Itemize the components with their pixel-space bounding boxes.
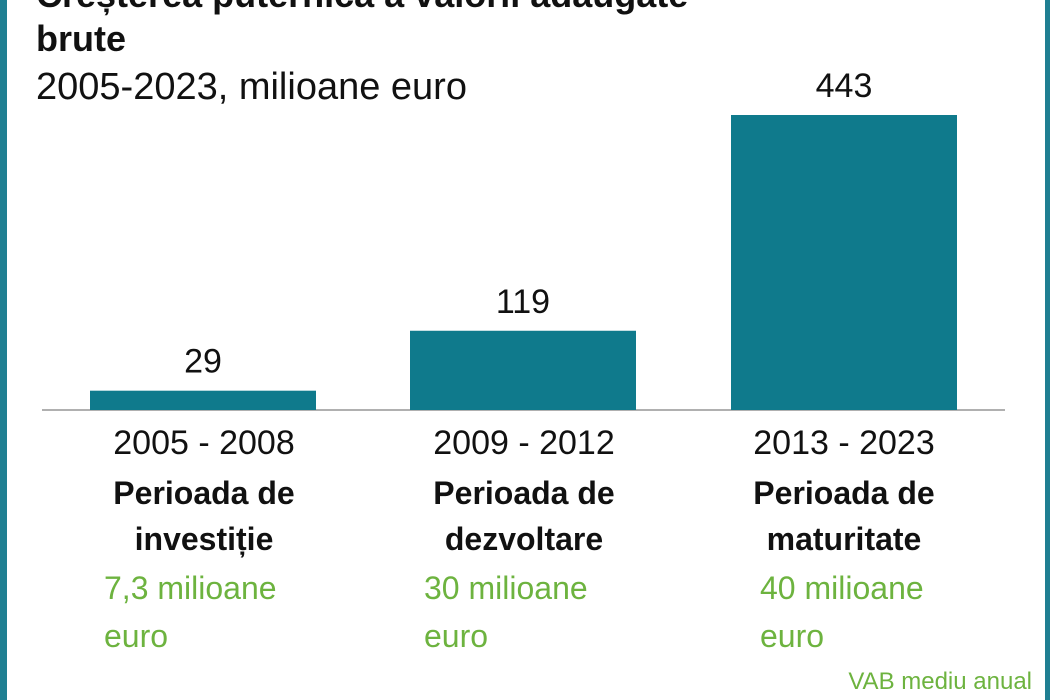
data-label-2: 119 (496, 283, 550, 321)
bar-2 (410, 330, 636, 410)
category-period: 2005 - 2008 (113, 424, 295, 462)
category-period: 2009 - 2012 (433, 424, 615, 462)
category-vab-value: 40 milioane (760, 570, 924, 606)
data-label-1: 29 (184, 343, 222, 381)
category-vab-value: 30 milioane (424, 570, 588, 606)
chart-title: brute (36, 18, 126, 59)
left-frame-rule (0, 0, 7, 700)
category-name-text: Perioada de dezvoltare (433, 475, 615, 557)
category-name: Perioada de maturitate (694, 470, 994, 562)
category-vab-value: 7,3 milioane (104, 570, 277, 606)
category-name: Perioada de investiție (54, 470, 354, 562)
data-label-3: 443 (816, 67, 873, 105)
bar-3 (731, 115, 957, 410)
category-vab: 40 milioane euro (760, 564, 924, 660)
category-vab-unit: euro (424, 618, 489, 654)
category-vab-unit: euro (104, 618, 169, 654)
category-period: 2013 - 2023 (753, 424, 935, 462)
title-partial: Creșterea puternică a valorii adăugate (36, 0, 1036, 16)
category-name: Perioada de dezvoltare (374, 470, 674, 562)
right-frame-rule (1045, 0, 1050, 700)
category-name-text: Perioada de maturitate (753, 475, 935, 557)
chart-subtitle: 2005-2023, milioane euro (36, 66, 467, 108)
bar-1 (90, 390, 316, 410)
category-name-text: Perioada de investiție (113, 475, 295, 557)
footnote: VAB mediu anual (848, 668, 1032, 695)
category-vab-unit: euro (760, 618, 825, 654)
category-vab: 30 milioane euro (424, 564, 588, 660)
category-vab: 7,3 milioane euro (104, 564, 277, 660)
